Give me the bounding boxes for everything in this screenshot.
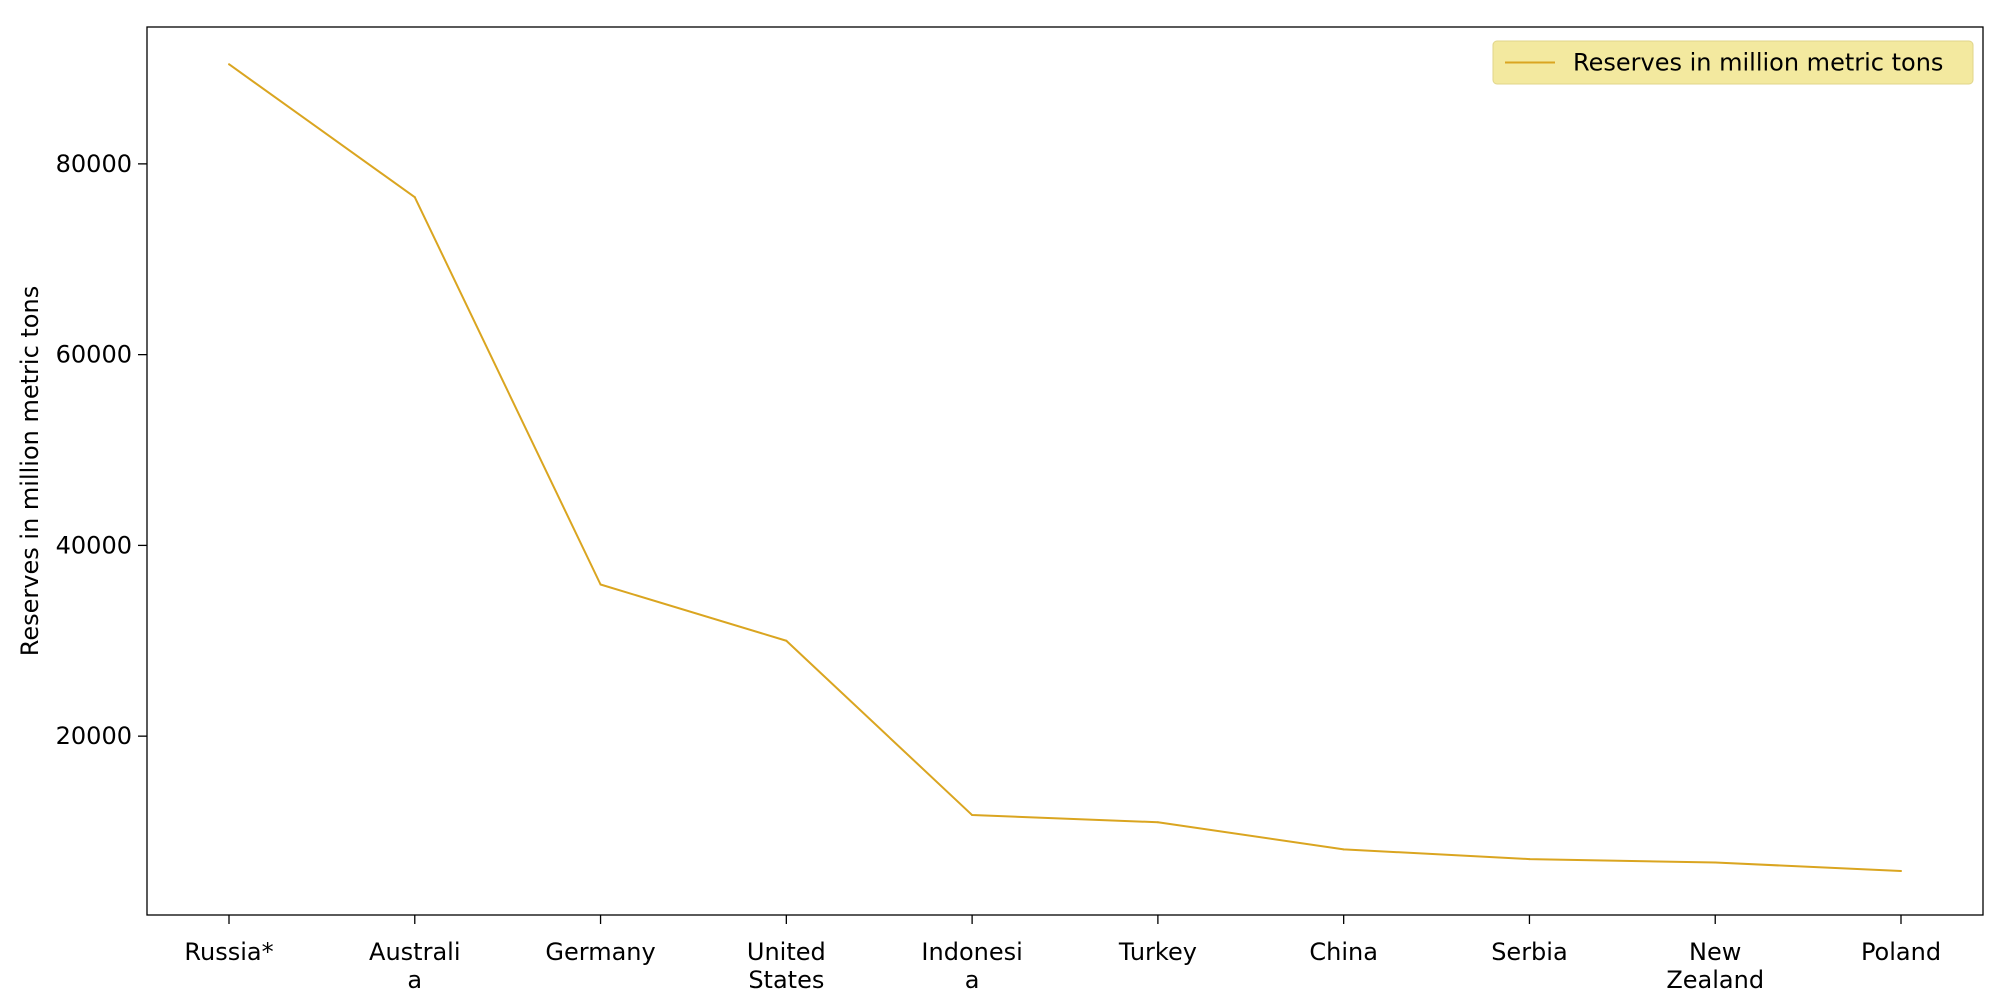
x-tick-label-line: Germany — [545, 938, 655, 966]
x-tick-label: New Zealand — [1666, 938, 1764, 994]
y-axis-title: Reserves in million metric tons — [16, 286, 44, 656]
data-point — [1714, 861, 1717, 864]
data-point — [228, 63, 230, 66]
x-tick-label-line: New — [1689, 938, 1741, 966]
series-group — [228, 63, 1902, 872]
plot-border — [146, 26, 1984, 916]
x-tick-label: China — [1309, 938, 1378, 966]
legend-label: Reserves in million metric tons — [1573, 49, 1943, 77]
x-tick-label-line: Serbia — [1491, 938, 1567, 966]
data-point — [1156, 821, 1159, 824]
data-point — [785, 639, 788, 642]
x-tick-label-line: China — [1309, 938, 1378, 966]
data-point — [1342, 848, 1345, 851]
x-tick-label-line: States — [748, 966, 824, 994]
x-tick-label-line: Zealand — [1666, 966, 1764, 994]
legend: Reserves in million metric tons — [1492, 40, 1974, 85]
x-tick-label: Germany — [545, 938, 655, 966]
data-point — [1900, 869, 1902, 872]
y-tick-label: 40000 — [56, 531, 132, 559]
data-point — [413, 196, 416, 199]
x-tick-label: Russia* — [184, 938, 273, 966]
series-line — [228, 63, 1902, 872]
data-point — [1528, 858, 1531, 861]
x-tick-label-line: United — [747, 938, 826, 966]
x-tick-label-line: a — [965, 966, 980, 994]
data-point — [599, 583, 602, 586]
x-tick-label: Turkey — [1118, 938, 1197, 966]
x-tick-label-line: Poland — [1861, 938, 1941, 966]
y-tick-label: 80000 — [56, 150, 132, 178]
x-tick-label-line: Indonesi — [921, 938, 1022, 966]
x-tick-label: Serbia — [1491, 938, 1567, 966]
plot-frame — [146, 26, 1984, 916]
x-tick-label-line: a — [407, 966, 422, 994]
legend-box — [1492, 40, 1974, 85]
x-tick-label: Indonesi a — [921, 938, 1022, 994]
y-axis: 20000 40000 60000 80000 — [56, 150, 147, 750]
x-tick-label: Poland — [1861, 938, 1941, 966]
x-tick-label-line: Turkey — [1118, 938, 1197, 966]
x-tick-label: Australi a — [369, 938, 460, 994]
x-tick-label-line: Australi — [369, 938, 460, 966]
x-tick-label-line: Russia* — [184, 938, 273, 966]
y-tick-label: 60000 — [56, 341, 132, 369]
data-point — [971, 814, 974, 817]
y-tick-label: 20000 — [56, 722, 132, 750]
x-tick-label: United States — [747, 938, 826, 994]
